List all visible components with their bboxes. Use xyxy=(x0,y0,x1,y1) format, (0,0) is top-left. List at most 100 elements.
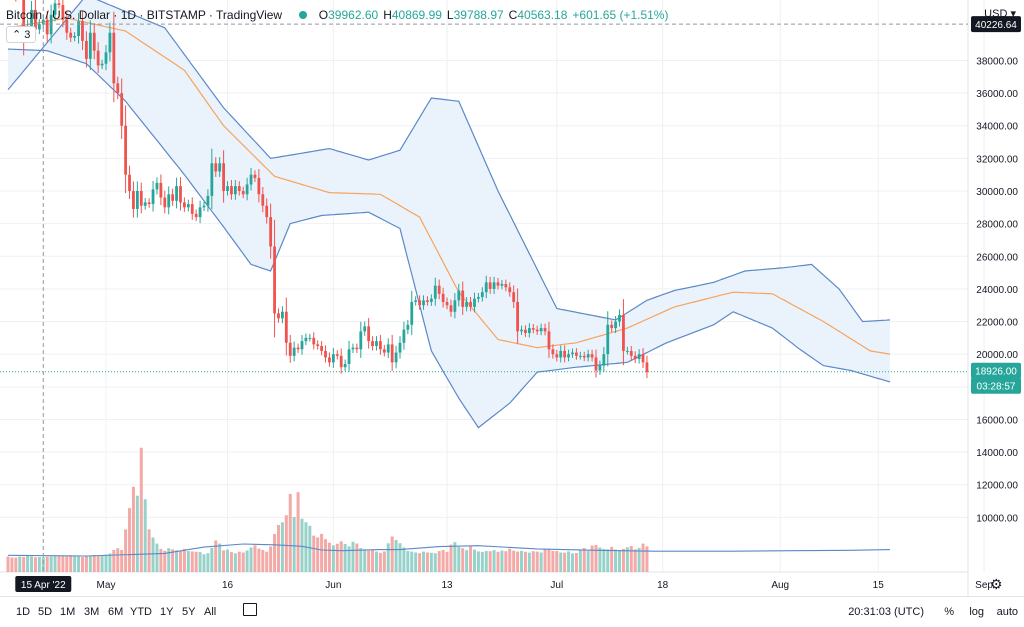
volume-bar xyxy=(547,548,551,572)
price-tick-label: 22000.00 xyxy=(976,318,1018,329)
candle-body xyxy=(480,292,484,298)
range-button[interactable]: 6M xyxy=(108,606,124,618)
volume-bar xyxy=(594,545,598,572)
volume-bar xyxy=(422,551,426,572)
volume-bar xyxy=(488,551,492,572)
log-scale-button[interactable]: log xyxy=(969,606,984,618)
candle-body xyxy=(406,324,410,330)
last-price-label: 18926.00 xyxy=(975,367,1017,378)
currency-label: USD xyxy=(984,8,1008,20)
candle-body xyxy=(88,32,92,59)
auto-scale-button[interactable]: auto xyxy=(996,606,1018,618)
volume-bar xyxy=(249,547,253,572)
candle-body xyxy=(30,9,33,27)
range-button[interactable]: 5Y xyxy=(182,606,196,618)
volume-bar xyxy=(229,552,233,572)
volume-bar xyxy=(45,556,49,572)
volume-bar xyxy=(175,550,179,572)
currency-selector[interactable]: USD ▾ xyxy=(984,7,1016,20)
bar-countdown-label: 03:28:57 xyxy=(977,382,1016,393)
volume-bar xyxy=(578,549,582,572)
volume-bar xyxy=(382,551,386,572)
volume-bar xyxy=(112,549,116,572)
volume-bar xyxy=(523,551,527,572)
candle-body xyxy=(567,354,570,358)
volume-bar xyxy=(363,549,367,572)
price-tick-label: 38000.00 xyxy=(976,56,1018,67)
candle-body xyxy=(618,315,621,322)
candle-body xyxy=(186,204,190,208)
candle-body xyxy=(22,0,26,37)
volume-bar xyxy=(539,552,543,572)
candle-body xyxy=(386,344,390,353)
volume-bar xyxy=(80,556,84,572)
candle-body xyxy=(284,311,288,343)
candle-body xyxy=(147,202,151,205)
volume-bar xyxy=(637,547,641,572)
volume-bar xyxy=(26,555,30,572)
candle-body xyxy=(277,313,280,319)
candle-body xyxy=(233,186,237,195)
volume-bar xyxy=(186,551,190,572)
range-button[interactable]: YTD xyxy=(130,606,152,618)
candle-body xyxy=(226,186,229,192)
candle-body xyxy=(151,189,155,205)
candle-body xyxy=(371,341,374,347)
candle-body xyxy=(488,282,492,289)
candle-body xyxy=(222,163,225,192)
time-axis[interactable]: May16Jun13Jul18Aug15Sep19Oct15 Apr '22 xyxy=(15,576,1024,592)
candle-body xyxy=(625,350,629,352)
volume-bar xyxy=(570,553,574,572)
price-axis[interactable]: 38000.00 36000.00 34000.00 32000.00 30000.00… xyxy=(971,16,1021,524)
candle-body xyxy=(159,182,163,198)
price-tick-label: 10000.00 xyxy=(976,513,1018,524)
candle-body xyxy=(269,217,273,247)
indicators-toggle[interactable]: ⌃ 3 xyxy=(6,26,37,43)
crosshair-date-label: 15 Apr '22 xyxy=(21,580,66,591)
range-button[interactable]: 5D xyxy=(38,606,53,618)
volume-bar xyxy=(433,553,437,572)
calendar-icon[interactable] xyxy=(243,603,257,616)
volume-bar xyxy=(449,544,453,572)
time-tick-label: Jun xyxy=(325,580,341,591)
range-button[interactable]: 3M xyxy=(84,606,100,618)
candle-body xyxy=(167,194,171,208)
range-button[interactable]: 1M xyxy=(60,606,76,618)
candle-body xyxy=(379,341,382,350)
volume-bar xyxy=(269,546,273,572)
bar-countdown-label-bg xyxy=(971,377,1021,394)
price-tick-label: 20000.00 xyxy=(976,350,1018,361)
gear-icon[interactable]: ⚙ xyxy=(990,576,1003,592)
range-button[interactable]: All xyxy=(204,606,217,618)
range-button[interactable]: 1Y xyxy=(160,606,174,618)
volume-bar xyxy=(308,525,312,572)
price-tick-label: 12000.00 xyxy=(976,481,1018,492)
volume-bar xyxy=(276,524,280,572)
volume-bar xyxy=(472,549,476,572)
volume-bar xyxy=(139,447,143,572)
candle-body xyxy=(85,40,88,59)
volume-bar xyxy=(418,553,422,572)
candle-body xyxy=(135,191,139,209)
volume-bar xyxy=(586,550,590,572)
candle-body xyxy=(214,163,218,172)
volume-bar xyxy=(386,543,390,572)
volume-bar xyxy=(222,550,226,572)
ohlc-value: 39962.60 xyxy=(328,8,379,22)
range-button[interactable]: 1D xyxy=(16,606,31,618)
volume-bar xyxy=(492,550,496,572)
candle-body xyxy=(45,19,49,35)
price-tick-label: 30000.00 xyxy=(976,187,1018,198)
candle-body xyxy=(53,3,57,15)
candle-body xyxy=(402,329,406,343)
volume-bar xyxy=(253,545,257,572)
symbol-title[interactable]: Bitcoin / U.S. Dollar · 1D · BITSTAMP · … xyxy=(6,8,283,22)
volume-bar xyxy=(128,508,132,572)
percent-scale-button[interactable]: % xyxy=(944,606,954,618)
volume-bar xyxy=(429,552,433,572)
volume-bar xyxy=(476,551,480,572)
volume-bar xyxy=(390,536,394,572)
volume-bar xyxy=(461,548,465,572)
utc-clock[interactable]: 20:31:03 (UTC) xyxy=(848,606,924,618)
